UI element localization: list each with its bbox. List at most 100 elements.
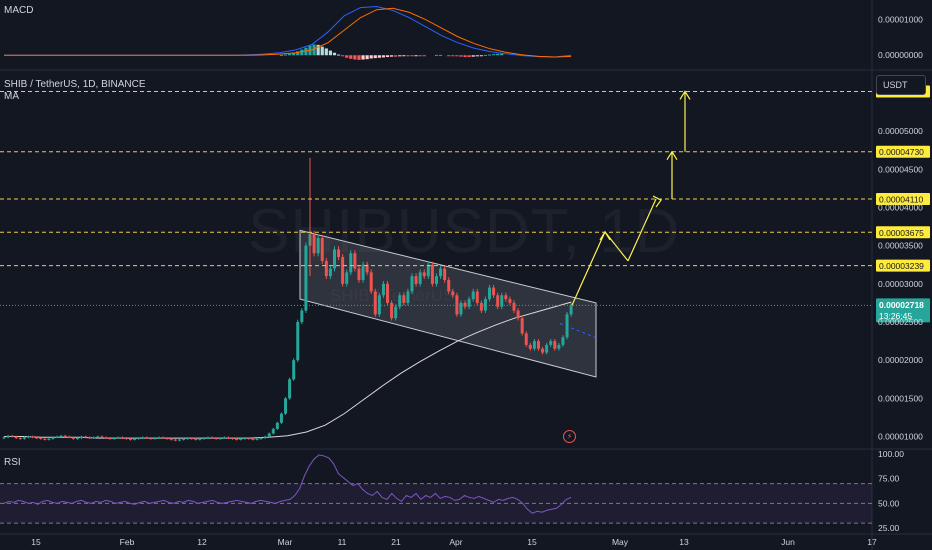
candle-body: [292, 360, 296, 380]
rsi-tick-label: 25.00: [878, 523, 900, 533]
macd-histogram-bar: [357, 55, 361, 60]
macd-histogram-bar: [341, 55, 345, 57]
candle-body: [267, 433, 271, 437]
macd-histogram-bar: [496, 53, 500, 56]
candle-body: [202, 438, 206, 440]
candle-body: [455, 295, 459, 315]
candle-body: [557, 344, 561, 349]
candle-body: [165, 438, 169, 440]
projection-segment: [571, 231, 606, 306]
candle-body: [528, 344, 532, 349]
macd-histogram-bar: [500, 53, 504, 56]
macd-histogram-bar: [381, 55, 386, 58]
candle-body: [439, 268, 443, 277]
candle-body: [341, 257, 345, 284]
candle-body: [406, 291, 410, 303]
candle-body: [137, 438, 141, 440]
candle-body: [124, 438, 128, 440]
candle-body: [451, 291, 455, 296]
macd-histogram-bar: [459, 55, 463, 57]
candle-body: [447, 280, 451, 292]
candle-body: [108, 438, 112, 440]
candle-body: [18, 438, 22, 440]
candle-body: [251, 438, 255, 440]
macd-histogram-bar: [398, 55, 402, 57]
candle-body: [459, 302, 463, 315]
candle-body: [39, 438, 43, 440]
rsi-title: RSI: [4, 457, 21, 468]
candle-body: [324, 260, 328, 277]
candle-body: [471, 291, 475, 300]
candle-body: [235, 438, 239, 440]
candle-body: [112, 438, 116, 440]
macd-histogram-bar: [292, 52, 296, 56]
candle-body: [263, 436, 267, 439]
candle-body: [536, 341, 540, 349]
level-label-bg: [876, 259, 930, 272]
candle-body: [2, 437, 6, 439]
macd-title: MACD: [4, 5, 34, 16]
macd-tick-label: 0.00001000: [878, 14, 923, 24]
symbol-title[interactable]: SHIB / TetherUS, 1D, BINANCE: [4, 79, 146, 90]
level-label-bg: [876, 226, 930, 239]
candle-body: [345, 272, 349, 284]
candle-body: [71, 437, 75, 439]
candle-body: [275, 422, 279, 429]
currency-button[interactable]: USDT: [876, 75, 926, 95]
macd-histogram-bar: [455, 55, 459, 57]
candle-body: [545, 344, 549, 353]
ma-indicator-label[interactable]: MA: [4, 91, 19, 102]
time-tick-label: 12: [197, 537, 207, 547]
candle-body: [247, 438, 251, 440]
candle-body: [410, 276, 414, 292]
macd-histogram-bar: [390, 55, 394, 57]
candle-body: [553, 341, 557, 349]
level-label-bg: [876, 193, 930, 206]
candle-body: [75, 438, 79, 440]
macd-histogram-bar: [300, 49, 304, 56]
channel-band: [299, 229, 597, 378]
candle-body: [243, 438, 247, 440]
level-label: 0.00004110: [879, 195, 924, 205]
time-tick-label: Apr: [449, 537, 462, 547]
lightning-icon[interactable]: ⚡: [563, 430, 576, 443]
candle-body: [475, 291, 479, 303]
candle-body: [10, 435, 14, 437]
candle-body: [14, 436, 18, 439]
macd-histogram-bar: [467, 55, 471, 58]
candle-body: [22, 437, 26, 439]
macd-pane[interactable]: [4, 6, 572, 60]
candle-body: [104, 437, 108, 439]
rsi-tick-label: 100.00: [878, 449, 904, 459]
macd-histogram-bar: [320, 46, 324, 56]
rsi-pane[interactable]: [0, 454, 872, 524]
macd-histogram-bar: [479, 55, 483, 57]
candle-body: [422, 272, 426, 277]
candle-body: [100, 436, 104, 438]
price-axis[interactable]: 0.00005000 0.00004500 0.00004000 0.00003500…: [878, 14, 923, 533]
candle-body: [394, 306, 398, 319]
macd-histogram-bar: [336, 54, 341, 56]
candle-body: [426, 264, 430, 277]
candle-body: [145, 437, 149, 439]
candle-body: [508, 299, 512, 303]
candlestick-series[interactable]: [2, 157, 573, 442]
candle-body: [565, 314, 569, 338]
projection-arrows[interactable]: [571, 90, 691, 306]
candle-body: [516, 310, 520, 319]
macd-histogram-bar: [373, 55, 377, 59]
macd-histogram-bar: [304, 47, 308, 56]
candle-body: [157, 437, 161, 439]
candle-body: [63, 435, 67, 437]
candle-body: [500, 295, 504, 307]
candle-body: [206, 437, 210, 439]
candle-body: [328, 268, 332, 277]
rsi-tick-label: 75.00: [878, 474, 900, 484]
candle-body: [430, 264, 434, 284]
macd-histogram-bar: [312, 44, 316, 56]
candle-body: [541, 348, 545, 353]
candle-body: [26, 436, 30, 438]
time-axis[interactable]: 15 Feb 12 Mar 11 21 Apr 15 May 13 Jun 17: [31, 537, 877, 547]
candle-body: [161, 437, 165, 439]
